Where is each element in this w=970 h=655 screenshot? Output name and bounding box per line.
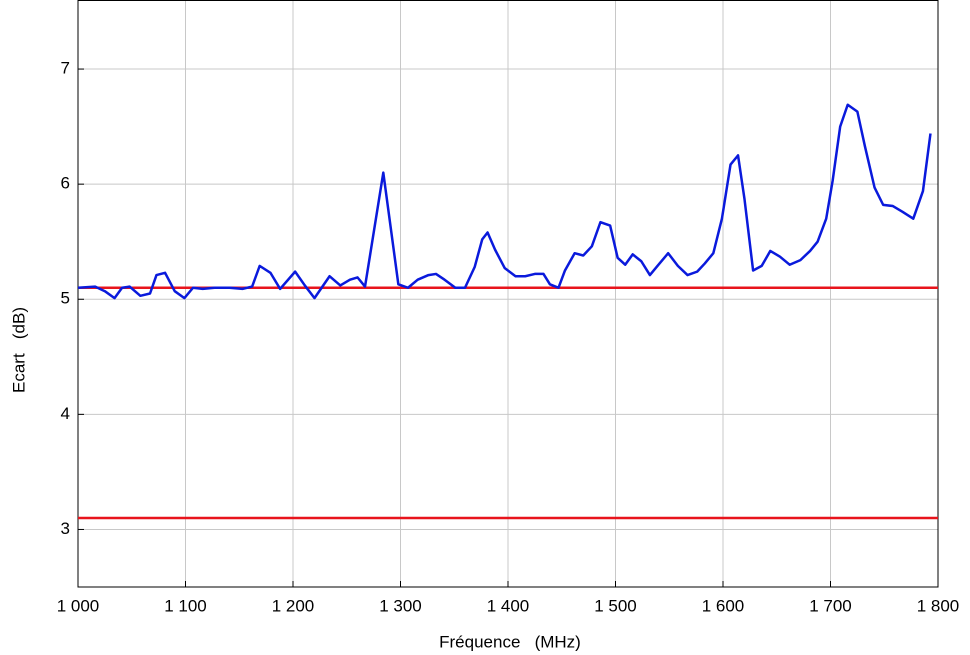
- y-axis-label: Ecart (dB): [9, 307, 28, 393]
- x-tick-label: 1 200: [272, 596, 315, 615]
- x-tick-label: 1 400: [487, 596, 530, 615]
- x-tick-label: 1 300: [379, 596, 422, 615]
- y-tick-label: 7: [61, 59, 70, 78]
- data-line: [77, 103, 932, 300]
- x-tick-label: 1 100: [164, 596, 207, 615]
- plot-frame: [77, 0, 939, 588]
- x-tick-label: 1 500: [594, 596, 637, 615]
- y-tick-label: 6: [61, 174, 70, 193]
- x-tick-label: 1 700: [809, 596, 852, 615]
- y-tick-label: 5: [61, 289, 70, 308]
- x-tick-label: 1 800: [917, 596, 960, 615]
- y-tick-label: 4: [61, 404, 70, 423]
- x-axis-label: Fréquence (MHz): [439, 632, 581, 651]
- x-tick-label: 1 000: [57, 596, 100, 615]
- y-tick-label: 3: [61, 519, 70, 538]
- x-tick-label: 1 600: [702, 596, 745, 615]
